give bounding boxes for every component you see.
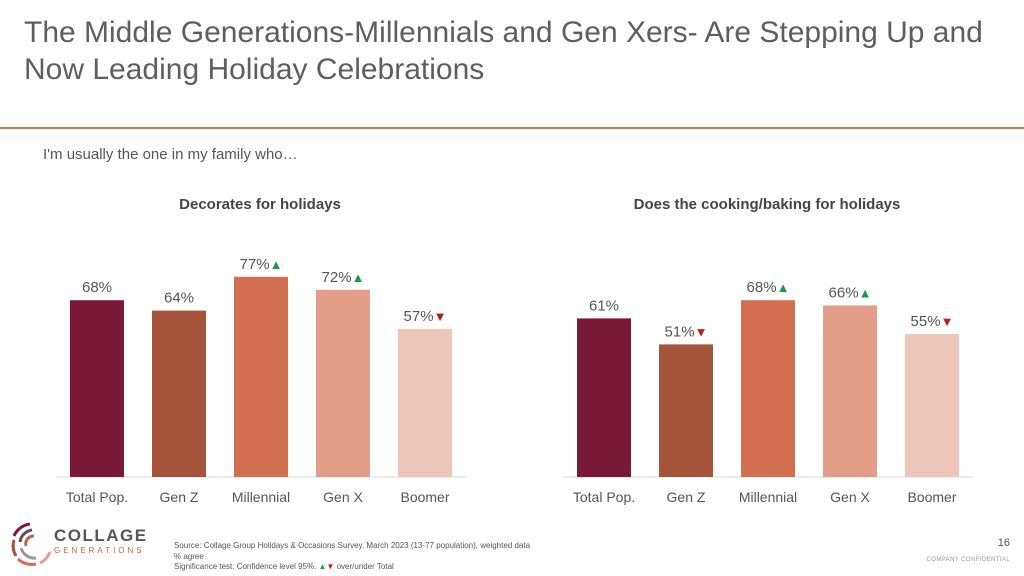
chart-decorates-title: Decorates for holidays <box>179 196 341 213</box>
bar-1-4 <box>905 334 959 477</box>
value-label-1-2: 68%▲ <box>747 279 790 296</box>
category-label-0-4: Boomer <box>400 489 449 505</box>
bar-0-3 <box>316 289 370 477</box>
category-label-0-1: Gen Z <box>160 489 199 505</box>
value-label-1-0: 61% <box>589 297 619 314</box>
bar-1-2 <box>741 300 795 477</box>
sig-up-arrow-icon: ▲ <box>270 257 283 272</box>
sig-down-arrow-icon: ▼ <box>941 314 954 329</box>
down-arrow-icon: ▼ <box>326 562 335 571</box>
category-label-0-3: Gen X <box>323 489 363 505</box>
category-label-0-0: Total Pop. <box>66 489 128 505</box>
chart-cooking-title: Does the cooking/baking for holidays <box>633 196 901 213</box>
logo-subtitle: GENERATIONS <box>54 546 145 555</box>
category-label-1-0: Total Pop. <box>573 489 635 505</box>
bar-1-3 <box>823 305 877 477</box>
page-title: The Middle Generations-Millennials and G… <box>24 16 983 86</box>
sig-up-arrow-icon: ▲ <box>352 270 365 285</box>
chart-decorates: 68% Total Pop. 64% Gen Z 77%▲ Millennial 72%▲ G… <box>56 256 466 505</box>
footnote-significance: Significance test: Confidence level 95%.… <box>174 562 394 571</box>
category-label-1-1: Gen Z <box>667 489 706 505</box>
category-label-0-2: Millennial <box>232 489 290 505</box>
bar-1-0 <box>577 318 631 477</box>
question-subtitle: I'm usually the one in my family who… <box>43 146 298 163</box>
category-label-1-3: Gen X <box>830 489 870 505</box>
title-divider <box>0 127 1024 129</box>
sig-down-arrow-icon: ▼ <box>695 324 708 339</box>
value-label-1-1: 51%▼ <box>665 323 708 340</box>
source-footnote: Source: Collage Group Holidays & Occasio… <box>174 541 594 573</box>
bar-1-1 <box>659 344 713 477</box>
sig-up-arrow-icon: ▲ <box>777 280 790 295</box>
sig-up-arrow-icon: ▲ <box>859 285 872 300</box>
value-label-0-2: 77%▲ <box>240 256 283 273</box>
footnote-source: Source: Collage Group Holidays & Occasio… <box>174 541 531 550</box>
collage-logo-icon <box>11 522 52 566</box>
category-label-1-4: Boomer <box>907 489 956 505</box>
sig-down-arrow-icon: ▼ <box>434 309 447 324</box>
logo-wordmark: COLLAGE <box>54 526 148 545</box>
value-label-0-1: 64% <box>164 290 194 307</box>
bar-0-0 <box>70 300 124 477</box>
confidential-label: COMPANY CONFIDENTIAL <box>926 557 1010 563</box>
value-label-0-3: 72%▲ <box>322 269 365 286</box>
page-number: 16 <box>997 537 1010 549</box>
bar-0-4 <box>398 328 452 477</box>
up-arrow-icon: ▲ <box>318 562 327 571</box>
footnote-measure: % agree <box>174 551 204 561</box>
bar-0-1 <box>152 310 206 477</box>
value-label-0-0: 68% <box>82 279 112 296</box>
chart-cooking: 61% Total Pop. 51%▼ Gen Z 68%▲ Millennial 66%▲… <box>563 279 973 505</box>
bar-0-2 <box>234 276 288 477</box>
value-label-1-4: 55%▼ <box>911 313 954 330</box>
value-label-0-4: 57%▼ <box>404 308 447 325</box>
category-label-1-2: Millennial <box>739 489 797 505</box>
value-label-1-3: 66%▲ <box>829 284 872 301</box>
